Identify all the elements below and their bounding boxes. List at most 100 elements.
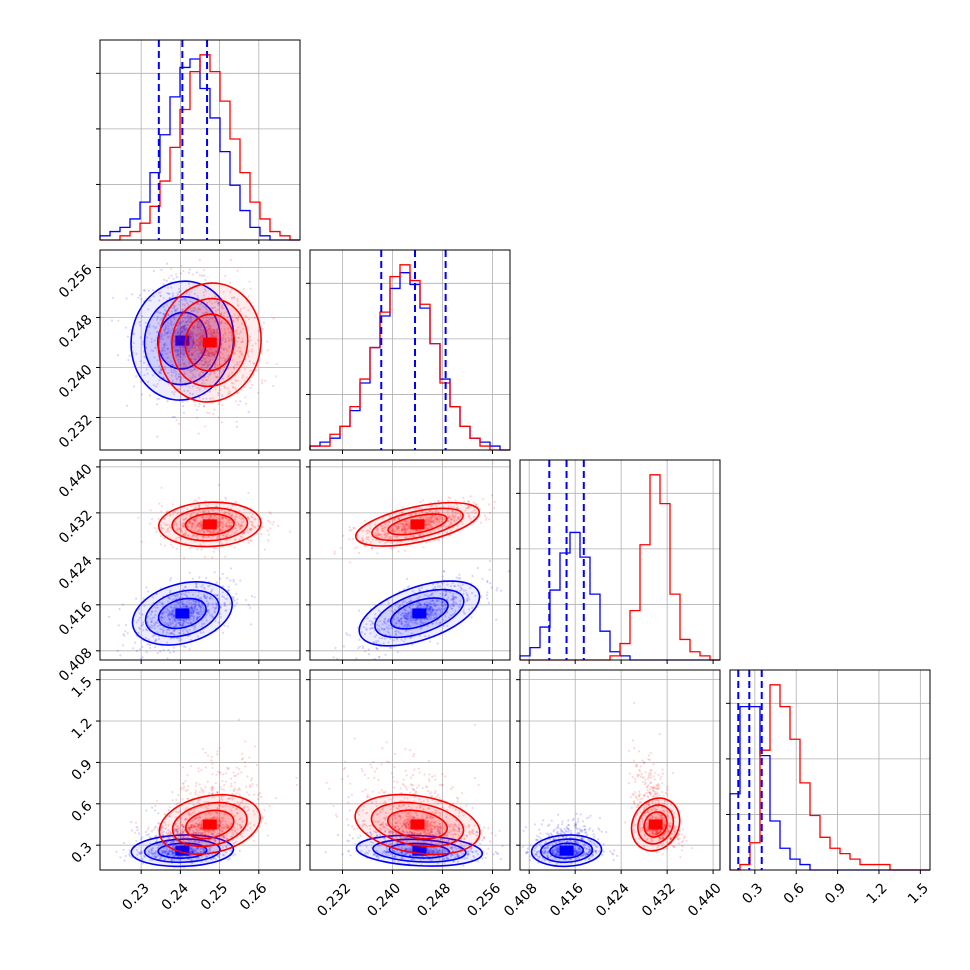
scatter-point xyxy=(115,850,118,853)
scatter-point xyxy=(199,358,202,361)
scatter-point xyxy=(429,525,432,528)
scatter-point xyxy=(156,625,159,628)
scatter-point xyxy=(173,309,176,312)
scatter-point xyxy=(253,596,256,599)
scatter-point xyxy=(173,840,176,843)
scatter-point xyxy=(156,397,159,400)
scatter-point xyxy=(184,317,187,320)
scatter-point xyxy=(141,613,144,616)
scatter-point xyxy=(192,840,195,843)
scatter-point xyxy=(199,328,203,331)
scatter-point xyxy=(175,418,178,422)
scatter-point xyxy=(353,547,356,550)
scatter-point xyxy=(173,615,176,618)
scatter-point xyxy=(189,521,192,524)
scatter-point xyxy=(427,526,430,530)
scatter-point xyxy=(164,821,167,824)
scatter-point xyxy=(249,386,252,389)
scatter-point xyxy=(189,513,192,516)
scatter-point xyxy=(203,376,206,379)
scatter-point xyxy=(139,324,142,327)
scatter-point xyxy=(183,298,186,301)
scatter-point xyxy=(196,847,199,850)
scatter-point xyxy=(452,512,455,515)
scatter-point xyxy=(230,835,233,838)
scatter-point xyxy=(402,625,405,628)
scatter-point xyxy=(437,499,440,503)
scatter-point xyxy=(139,648,142,651)
scatter-point xyxy=(169,360,173,363)
scatter-point xyxy=(184,372,187,375)
scatter-point xyxy=(192,341,195,344)
scatter-point xyxy=(222,290,225,293)
scatter-point xyxy=(433,539,436,542)
scatter-point xyxy=(170,611,173,614)
scatter-point xyxy=(409,625,412,628)
scatter-point xyxy=(159,294,162,297)
scatter-point xyxy=(404,620,407,623)
scatter-point xyxy=(167,836,170,839)
scatter-point xyxy=(193,368,196,371)
scatter-point xyxy=(228,524,231,528)
scatter-point xyxy=(233,352,236,355)
scatter-point xyxy=(196,611,199,614)
scatter-point xyxy=(230,315,233,318)
scatter-point xyxy=(384,653,387,656)
scatter-point xyxy=(176,825,179,828)
scatter-point xyxy=(249,335,252,338)
scatter-point xyxy=(252,824,256,827)
y-tick-label: 0.416 xyxy=(56,599,96,639)
scatter-point xyxy=(166,356,169,359)
scatter-point xyxy=(173,614,176,617)
scatter-point xyxy=(240,322,244,325)
scatter-point xyxy=(224,851,227,854)
scatter-point xyxy=(445,590,448,593)
scatter-point xyxy=(401,611,405,614)
scatter-point xyxy=(197,353,200,356)
scatter-point xyxy=(164,850,167,853)
scatter-point xyxy=(367,538,370,542)
scatter-point xyxy=(419,620,422,623)
scatter-point xyxy=(168,830,171,833)
scatter-point xyxy=(207,327,210,330)
scatter-point xyxy=(194,847,197,850)
scatter-point xyxy=(431,519,434,523)
scatter-point xyxy=(209,591,212,594)
scatter-point xyxy=(184,818,187,821)
scatter-point xyxy=(381,623,384,626)
scatter-point xyxy=(468,514,471,518)
scatter-point xyxy=(427,523,430,527)
scatter-point xyxy=(209,787,212,790)
scatter-point xyxy=(191,385,194,388)
scatter-point xyxy=(436,518,439,521)
scatter-point xyxy=(224,555,227,558)
scatter-point xyxy=(222,334,225,337)
scatter-point xyxy=(201,832,204,835)
scatter-point xyxy=(176,595,179,598)
scatter-point xyxy=(240,523,243,526)
scatter-point xyxy=(215,350,218,354)
scatter-point xyxy=(230,849,233,853)
scatter-point xyxy=(179,843,182,846)
scatter-point xyxy=(247,539,250,542)
scatter-point xyxy=(151,596,154,599)
scatter-point xyxy=(165,327,168,330)
scatter-point xyxy=(188,648,191,651)
scatter-point xyxy=(207,351,211,354)
scatter-point xyxy=(385,626,388,629)
scatter-point xyxy=(361,538,364,541)
scatter-point xyxy=(145,297,148,300)
scatter-point xyxy=(427,535,430,539)
scatter-point xyxy=(146,615,150,618)
scatter-point xyxy=(205,504,208,507)
scatter-point xyxy=(201,529,204,532)
scatter-point xyxy=(177,359,180,362)
scatter-point xyxy=(421,537,424,540)
scatter-point xyxy=(435,511,438,514)
scatter-point xyxy=(435,509,438,512)
scatter-point xyxy=(204,350,207,353)
scatter-point xyxy=(188,343,192,346)
scatter-point xyxy=(145,586,148,589)
scatter-point xyxy=(161,347,164,350)
scatter-point xyxy=(172,851,175,854)
